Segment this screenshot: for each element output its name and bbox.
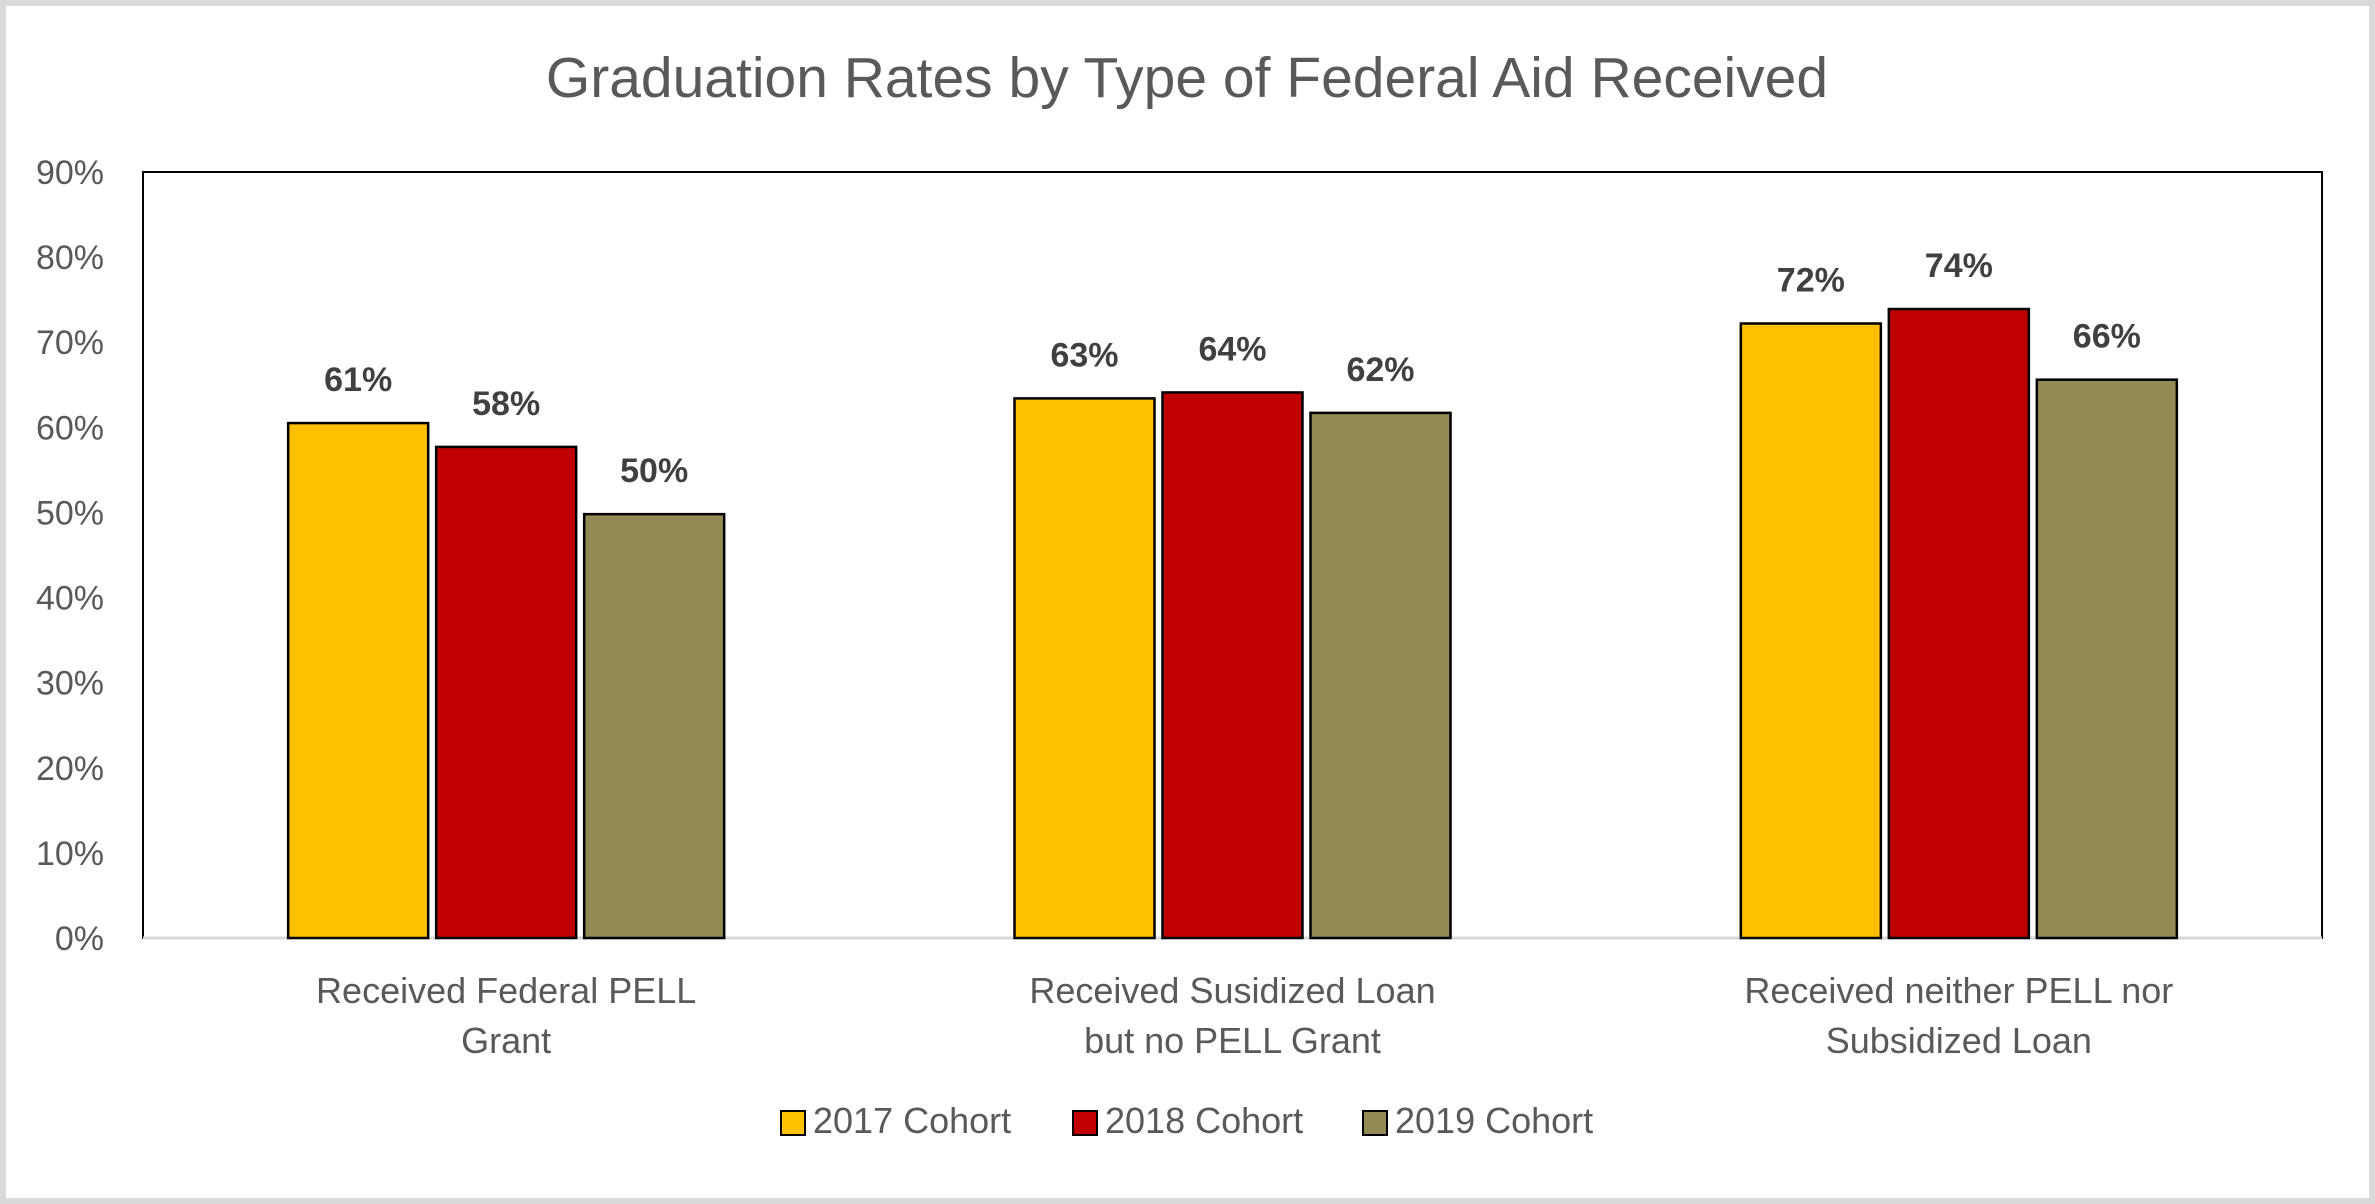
category-label: Received Susidized Loan [1029, 970, 1435, 1011]
bar [1887, 307, 2031, 940]
category-label: Received neither PELL nor [1744, 970, 2173, 1011]
data-label: 64% [1198, 330, 1266, 368]
y-tick-label: 90% [36, 154, 104, 192]
y-tick-label: 60% [36, 409, 104, 447]
bar [1013, 397, 1156, 940]
data-label: 61% [324, 361, 392, 399]
legend-label: 2017 Cohort [813, 1100, 1011, 1141]
data-label: 66% [2073, 318, 2141, 356]
legend-label: 2019 Cohort [1395, 1100, 1593, 1141]
bar [286, 421, 430, 940]
y-tick-label: 80% [36, 239, 104, 277]
category-label: Received Federal PELL [316, 970, 696, 1011]
bar [434, 445, 578, 940]
y-tick-label: 20% [36, 750, 104, 788]
bar [2035, 378, 2179, 940]
y-tick-label: 70% [36, 324, 104, 362]
category-label: Subsidized Loan [1826, 1020, 2092, 1061]
bar [582, 512, 726, 940]
legend-swatch [1362, 1110, 1388, 1136]
y-tick-label: 30% [36, 665, 104, 703]
y-tick-label: 10% [36, 835, 104, 873]
data-label: 72% [1777, 261, 1845, 299]
bar [1739, 322, 1883, 940]
y-tick-label: 0% [55, 920, 104, 958]
data-label: 58% [472, 385, 540, 423]
legend-label: 2018 Cohort [1105, 1100, 1303, 1141]
data-label: 62% [1346, 351, 1414, 389]
chart-title: Graduation Rates by Type of Federal Aid … [546, 46, 1828, 110]
category-label: but no PELL Grant [1084, 1020, 1381, 1061]
data-label: 63% [1050, 336, 1118, 374]
category-label: Grant [461, 1020, 551, 1061]
legend-swatch [780, 1110, 806, 1136]
bar [1161, 391, 1304, 940]
bar [1309, 411, 1452, 940]
legend-swatch [1072, 1110, 1098, 1136]
data-label: 74% [1925, 247, 1993, 285]
y-tick-label: 50% [36, 494, 104, 532]
data-label: 50% [620, 452, 688, 490]
y-tick-label: 40% [36, 580, 104, 618]
